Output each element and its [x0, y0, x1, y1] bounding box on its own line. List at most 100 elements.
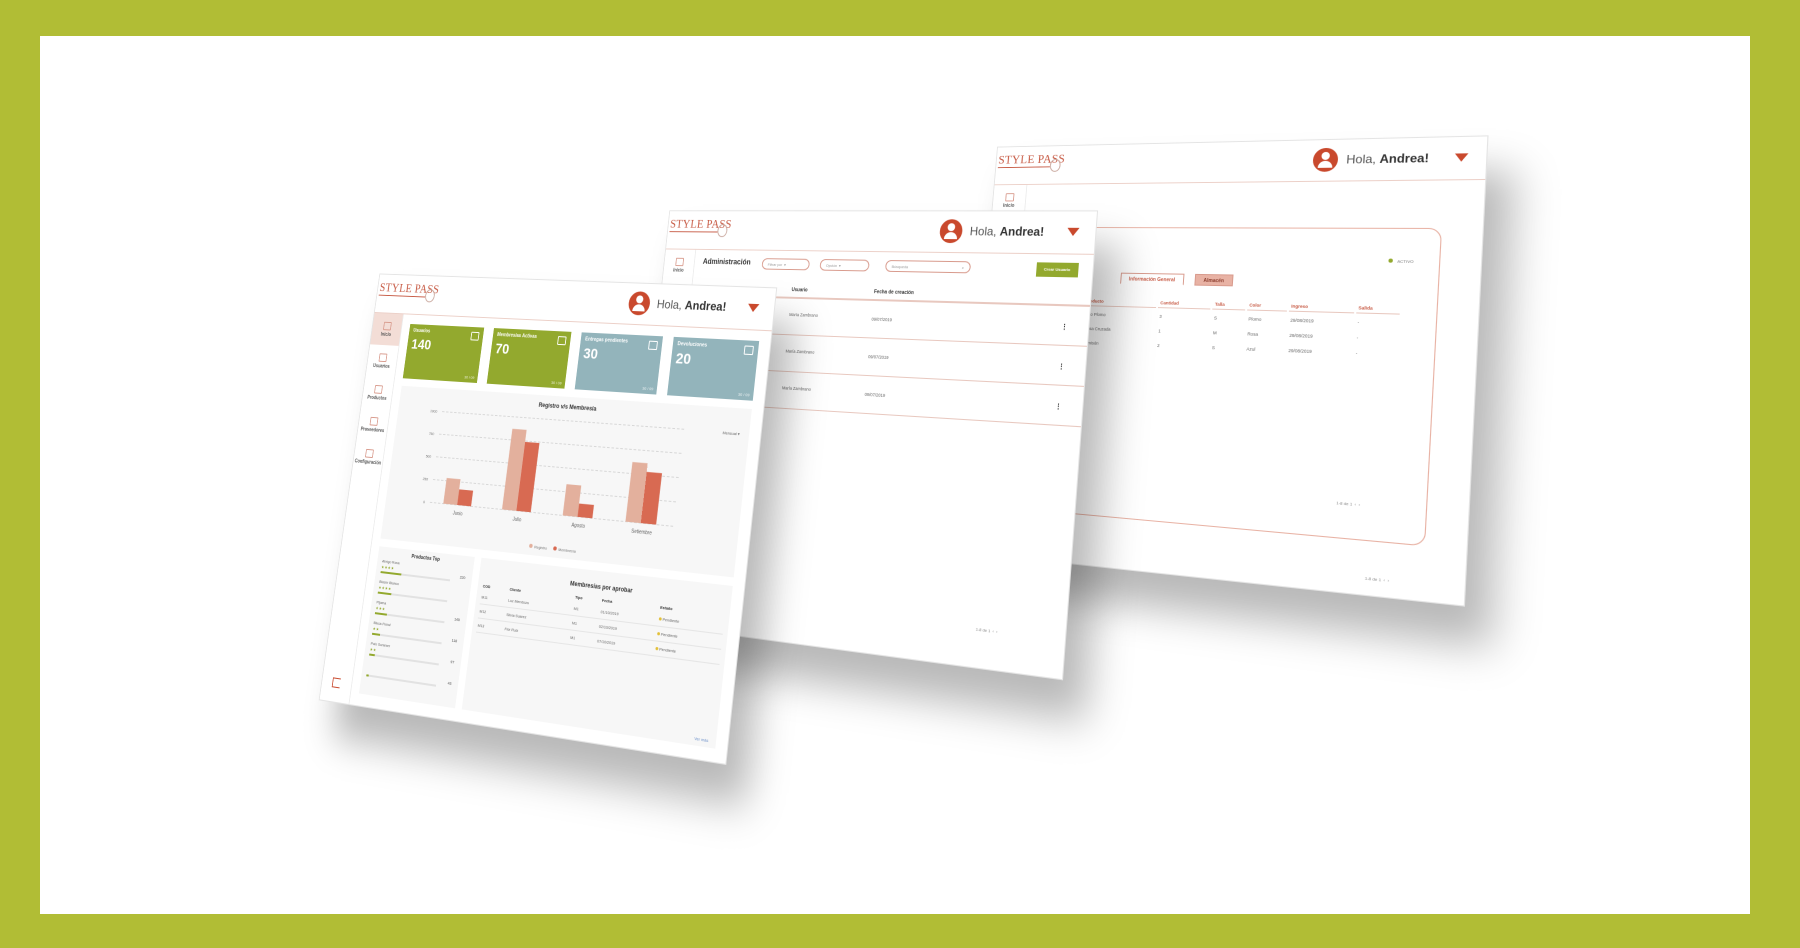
greeting: Hola, Andrea! [1346, 151, 1429, 167]
chevron-down-icon[interactable] [1067, 228, 1080, 236]
stage: STYLE PASS Hola, Andrea! Inicio enery AC… [40, 36, 1750, 914]
card-title: Usuarios [413, 328, 480, 337]
pager[interactable]: 1-8 de 1 ‹ › [976, 626, 998, 634]
pending-dot-icon [657, 632, 660, 636]
logout-icon[interactable] [332, 677, 341, 688]
tab-almacen[interactable]: Almacén [1194, 274, 1233, 286]
chevron-down-icon[interactable] [1455, 153, 1469, 161]
option-select[interactable]: Opción ▾ [819, 259, 869, 271]
card-value: 30 [582, 345, 657, 366]
monitor-icon [557, 336, 567, 345]
delivery-hand-icon [648, 341, 658, 350]
avatar-icon[interactable] [627, 291, 651, 316]
greeting: Hola, Andrea! [969, 224, 1044, 239]
rating-stars-icon: ★★★ [375, 605, 385, 611]
outer-pager[interactable]: 1-8 de 1 ‹ › [1365, 575, 1390, 583]
sidebar-item-inicio[interactable]: Inicio [370, 313, 403, 346]
card-title: Membresías Activas [497, 332, 567, 341]
top-products-panel: Productos Top Abrigo Rosa ★★★★ 220 Blazer B… [359, 546, 475, 708]
col-talla: Talla [1213, 300, 1246, 311]
tab-informacion-general[interactable]: Información General [1120, 273, 1184, 286]
status-badge: ACTIVO [1388, 259, 1413, 264]
product-share-fill [378, 592, 392, 596]
x-tick-label: Setiembre [631, 528, 653, 537]
logo-swirl-icon [717, 224, 728, 237]
x-tick-label: Junio [452, 510, 463, 517]
more-options-icon[interactable]: ⋮ [1054, 402, 1062, 411]
filter-select[interactable]: Filtrar por ▾ [761, 258, 810, 270]
cell: Plomo [1246, 312, 1287, 326]
y-tick-label: 1000 [430, 409, 438, 413]
frame: STYLE PASS Hola, Andrea! Inicio enery AC… [40, 36, 1750, 914]
date-cell: 09/07/2019 [871, 317, 892, 323]
date-cell: 09/07/2019 [868, 354, 889, 360]
product-share-bar [366, 674, 436, 686]
cell: M1 [569, 630, 598, 648]
card-value: 20 [675, 350, 753, 371]
stat-card-entregas[interactable]: Entregas pendientes 30 30 / 09 [575, 332, 663, 394]
cell: Rosa [1245, 327, 1286, 341]
bar-membresía-agosto[interactable] [577, 504, 594, 519]
legend-registro-swatch [529, 544, 533, 548]
col-ingreso: Ingreso [1289, 302, 1355, 314]
users-icon [378, 353, 387, 362]
cell: 29/08/2019 [1287, 329, 1353, 344]
sidebar-item-inicio[interactable]: Inicio [663, 249, 696, 281]
cell: Blusa Cruzada [1081, 322, 1155, 337]
sidebar-item-proveedores[interactable]: Proveedores [357, 408, 390, 442]
product-share-fill [380, 571, 401, 575]
see-more-link[interactable]: Ver más [694, 736, 709, 744]
settings-icon [365, 448, 374, 457]
product-value: 145 [454, 616, 460, 622]
sidebar-item-usuarios[interactable]: Usuarios [366, 344, 399, 377]
col-cantidad: Cantidad [1158, 298, 1211, 309]
card-value: 70 [494, 341, 565, 361]
col-color: Color [1247, 301, 1287, 312]
cell: 29/08/2019 [1288, 314, 1354, 329]
cell: M13 [476, 618, 505, 636]
rating-stars-icon: ★★★★ [381, 564, 395, 570]
create-user-button[interactable]: Crear Usuario [1035, 262, 1079, 277]
card-date: 30 / 09 [738, 392, 750, 398]
product-list: Abrigo Rosa ★★★★ 220 Blazer Blanco ★★★★ Pijam… [364, 558, 470, 695]
logo-underline [669, 231, 717, 232]
card-date: 30 / 09 [642, 386, 654, 392]
product-value: 97 [450, 659, 454, 665]
cell: Azul [1244, 342, 1285, 357]
cell: M [1211, 326, 1244, 340]
more-options-icon[interactable]: ⋮ [1061, 323, 1069, 332]
card-date: 30 / 09 [551, 380, 562, 386]
x-tick-label: Julio [512, 516, 522, 523]
dashboard-screen: STYLE PASS Hola, Andrea! Inicio Usuarios… [319, 274, 778, 766]
chevron-down-icon[interactable] [747, 304, 759, 313]
logo-swirl-icon [1049, 159, 1061, 172]
greeting: Hola, Andrea! [656, 297, 727, 314]
stat-card-devoluciones[interactable]: Devoluciones 20 30 / 09 [667, 337, 759, 401]
sidebar-item-productos[interactable]: Productos [361, 376, 394, 410]
topbar: STYLE PASS Hola, Andrea! [666, 211, 1097, 255]
pending-memberships-panel: Membresías por aprobar COD Cliente Tipo … [462, 558, 733, 749]
col-fecha-creacion: Fecha de creación [874, 289, 914, 296]
col-usuario: Usuario [791, 287, 808, 293]
user-cell: María Zambrano [789, 312, 818, 318]
shopping-bag-icon [374, 384, 383, 393]
cell: Camisón [1080, 336, 1154, 351]
dashboard-icon [1005, 193, 1014, 201]
card-value: 140 [410, 336, 478, 356]
page-title: Administración [703, 257, 752, 266]
rating-stars-icon: ★★ [372, 626, 379, 632]
cell: Polo Plomo [1082, 308, 1156, 323]
avatar-icon[interactable] [939, 219, 963, 243]
avatar-icon[interactable] [1312, 148, 1338, 172]
user-cell: María Zambrano [785, 349, 814, 355]
rating-stars-icon: ★★ [370, 647, 377, 653]
more-options-icon[interactable]: ⋮ [1058, 362, 1066, 371]
search-input[interactable]: Búsqueda ⌕ [885, 260, 971, 273]
stat-card-usuarios[interactable]: Usuarios 140 30 / 09 [403, 324, 484, 383]
bar-membresía-junio[interactable] [457, 489, 473, 506]
sidebar-item-configuracion[interactable]: Configuración [352, 439, 385, 474]
product-share-fill [372, 633, 380, 636]
col-producto: Producto [1083, 297, 1157, 308]
stat-card-membresias[interactable]: Membresías Activas 70 30 / 09 [487, 328, 572, 389]
cell: - [1353, 346, 1398, 361]
